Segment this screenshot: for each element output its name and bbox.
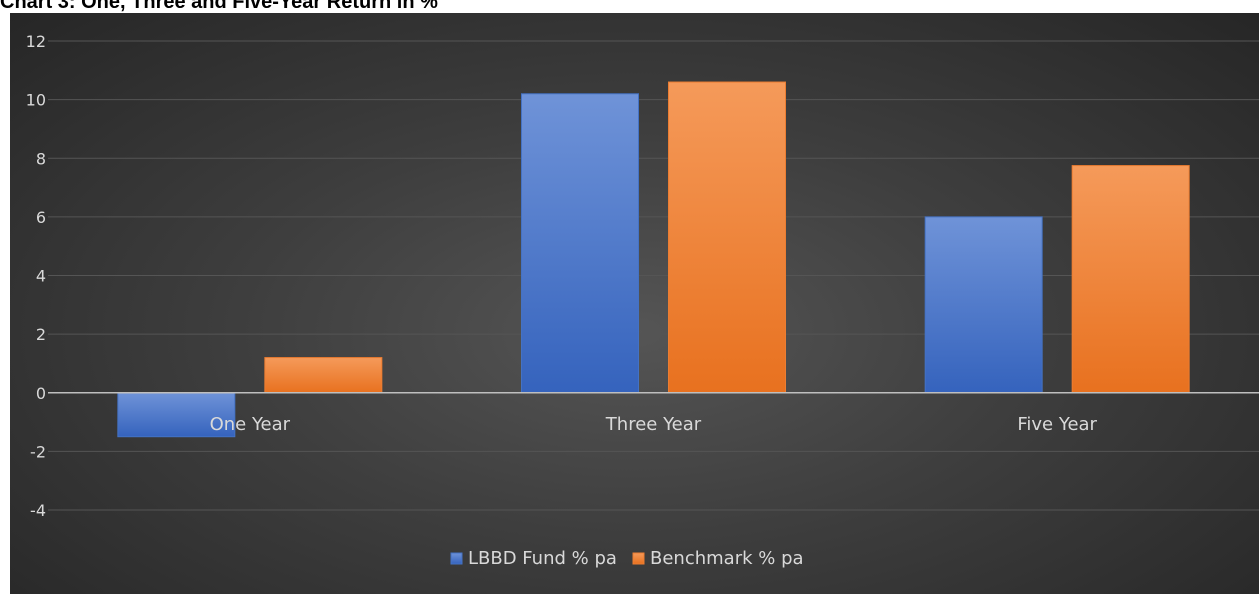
legend: LBBD Fund % pa Benchmark % pa [450, 548, 804, 569]
bar-fund-one-year [117, 392, 236, 438]
bar-benchmark-three-year [668, 81, 786, 394]
legend-label: Benchmark % pa [650, 548, 804, 569]
legend-label: LBBD Fund % pa [468, 548, 617, 569]
y-tick-label: 10 [26, 91, 46, 110]
y-axis-ticks: 12 10 8 6 4 2 0 -2 -4 [26, 32, 46, 520]
y-tick-label: 6 [36, 208, 46, 227]
gridlines [48, 40, 1259, 511]
y-tick-label: 0 [36, 384, 46, 403]
y-tick-label: -2 [30, 442, 46, 461]
chart-area: 12 10 8 6 4 2 0 -2 -4 One Year Three Year Five Yea… [10, 13, 1259, 594]
y-tick-label: 8 [36, 149, 46, 168]
bar-fund-five-year [924, 216, 1043, 394]
chart-title: Chart 3: One, Three and Five-Year Return… [0, 0, 438, 13]
legend-swatch [632, 552, 645, 565]
bar-chart: 12 10 8 6 4 2 0 -2 -4 One Year Three Year Five Yea… [26, 32, 1259, 569]
bars [117, 81, 1190, 438]
category-labels: One Year Three Year Five Year [210, 414, 1098, 435]
bar-benchmark-five-year [1071, 165, 1190, 394]
y-tick-label: 12 [26, 32, 46, 51]
y-tick-label: -4 [30, 501, 46, 520]
bar-benchmark-one-year [264, 357, 383, 394]
bar-fund-three-year [521, 93, 639, 394]
x-category-label: Five Year [1017, 414, 1097, 435]
y-tick-label: 2 [36, 325, 46, 344]
legend-swatch [450, 552, 463, 565]
y-tick-label: 4 [36, 267, 46, 286]
x-category-label: One Year [210, 414, 291, 435]
x-category-label: Three Year [605, 414, 702, 435]
